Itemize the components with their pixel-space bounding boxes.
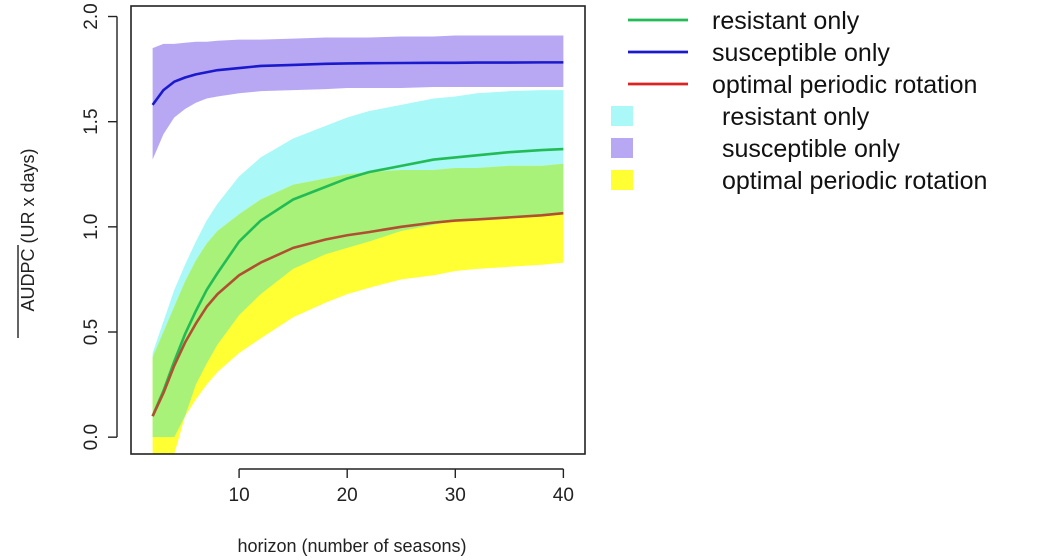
- x-tick-label: 20: [337, 485, 358, 506]
- y-tick-label: 2.0: [81, 3, 102, 29]
- line-optimal-periodic-rotation: [151, 211, 564, 417]
- x-axis: 10 20 30 40: [229, 468, 574, 506]
- x-axis-title: horizon (number of seasons): [237, 536, 466, 556]
- legend-label: resistant only: [722, 103, 870, 131]
- legend-label: susceptible only: [722, 135, 900, 163]
- y-tick-label: 1.0: [81, 214, 102, 240]
- y-tick-label: 0.0: [81, 424, 102, 450]
- band-overlap-resistant-rotation: [152, 163, 564, 438]
- legend-label: optimal periodic rotation: [722, 167, 987, 195]
- y-tick-label: 1.5: [81, 108, 102, 134]
- mean-lines: [151, 61, 564, 417]
- y-axis: 0.0 0.5 1.0 1.5 2.0: [81, 3, 118, 450]
- legend-label: optimal periodic rotation: [712, 71, 977, 99]
- line-resistant-only: [151, 147, 564, 417]
- legend-fill-swatch: [611, 170, 633, 190]
- x-tick-label: 40: [553, 485, 574, 506]
- legend-label: susceptible only: [712, 39, 890, 67]
- plot-frame: [130, 5, 586, 455]
- x-tick-label: 30: [445, 485, 466, 506]
- line-susceptible-only: [151, 61, 564, 106]
- legend-label: resistant only: [712, 7, 860, 35]
- x-tick-label: 10: [229, 485, 250, 506]
- confidence-bands: [152, 35, 564, 454]
- legend-fill-swatch: [611, 106, 633, 126]
- legend: resistant only susceptible only optimal pe…: [611, 7, 987, 195]
- legend-fill-swatch: [611, 138, 633, 158]
- y-tick-label: 0.5: [81, 319, 102, 345]
- y-axis-title: AUDPC (UR x days): [18, 148, 38, 311]
